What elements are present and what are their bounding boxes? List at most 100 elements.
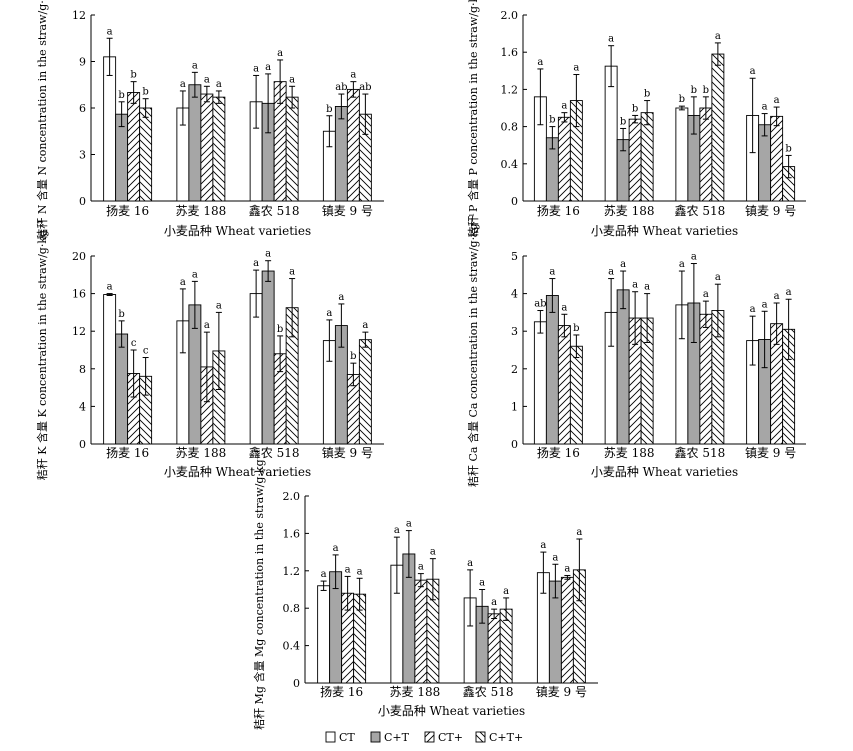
significance-letter: a [107, 282, 113, 293]
error-bar [690, 96, 697, 135]
significance-letter: a [703, 289, 709, 300]
bar-c-t-plus-4 [358, 339, 372, 445]
error-bar [429, 558, 436, 601]
significance-letter: a [204, 320, 210, 331]
legend-item-c-t-plus: C+T+ [475, 731, 523, 744]
error-bar [326, 319, 333, 362]
y-axis-title: 秸秆 Mg 含量 Mg concentration in the straw/g… [252, 449, 266, 730]
significance-letter: a [552, 552, 558, 563]
bar-c-t-1 [115, 113, 129, 202]
error-bar [537, 310, 544, 334]
error-bar [785, 298, 792, 360]
x-tick-label: 鑫农 518 [675, 445, 726, 460]
significance-letter: a [216, 300, 222, 311]
y-tick-label: 0.4 [501, 158, 519, 171]
error-bar [620, 270, 627, 310]
significance-letter: b [573, 323, 579, 334]
significance-letter: a [762, 299, 768, 310]
y-tick-label: 0.4 [283, 640, 301, 653]
x-tick-label: 扬麦 16 [106, 445, 149, 460]
error-bar [203, 331, 210, 403]
bar-ct-plus-1 [557, 325, 571, 445]
significance-letter: ab [335, 82, 347, 93]
error-bar [289, 278, 296, 338]
error-bar [552, 563, 559, 599]
error-bar [118, 320, 125, 348]
error-bar [191, 71, 198, 98]
significance-letter: a [786, 287, 792, 298]
x-tick-label: 苏麦 188 [176, 204, 227, 218]
significance-letter: a [576, 527, 582, 538]
error-bar [350, 81, 357, 98]
legend-item-ct: CT [325, 731, 355, 744]
significance-letter: b [142, 87, 148, 98]
error-bar [467, 569, 474, 627]
bar-c-t-3 [261, 270, 275, 445]
legend-swatch [475, 731, 486, 743]
y-tick-label: 8 [79, 363, 86, 376]
significance-letter: a [691, 252, 697, 263]
y-tick-label: 3 [79, 149, 86, 162]
significance-letter: a [774, 291, 780, 302]
y-tick-label: 20 [72, 250, 86, 263]
error-bar [561, 313, 568, 338]
bar-c-t-plus-1 [139, 107, 153, 202]
y-tick-label: 12 [72, 9, 86, 22]
y-tick-label: 12 [72, 325, 86, 338]
error-bar [773, 106, 780, 127]
significance-letter: a [338, 292, 344, 303]
significance-letter: b [620, 116, 626, 127]
error-bar [191, 280, 198, 329]
significance-letter: a [192, 60, 198, 71]
y-tick-label: 2.0 [501, 9, 519, 22]
error-bar [142, 357, 149, 396]
significance-letter: a [357, 566, 363, 577]
significance-letter: a [253, 63, 259, 74]
x-tick-label: 镇麦 9 号 [745, 446, 796, 460]
y-tick-label: 0.8 [283, 602, 301, 615]
significance-letter: b [785, 143, 791, 154]
legend-label: CT [339, 731, 355, 744]
significance-letter: a [265, 249, 271, 260]
significance-letter: b [679, 94, 685, 105]
significance-letter: a [265, 62, 271, 73]
significance-letter: a [715, 31, 721, 42]
x-tick-label: 苏麦 188 [604, 446, 655, 460]
error-bar [265, 73, 272, 134]
y-tick-label: 4 [79, 400, 86, 413]
legend-swatch [370, 731, 381, 743]
x-axis-title: 小麦品种 Wheat varieties [164, 224, 311, 238]
error-bar [362, 93, 369, 135]
x-tick-label: 苏麦 188 [604, 204, 655, 218]
bar-ct-plus-3 [699, 313, 713, 445]
significance-letter: a [277, 48, 283, 59]
error-bar [644, 293, 651, 343]
significance-letter: ab [534, 299, 546, 310]
bar-c-t-plus-1 [569, 345, 583, 445]
significance-letter: a [632, 280, 638, 291]
significance-letter: a [107, 26, 113, 37]
error-bar [608, 45, 615, 88]
y-tick-label: 1.6 [283, 527, 301, 540]
y-tick-label: 0 [79, 195, 86, 208]
error-bar [785, 154, 792, 179]
error-bar [215, 311, 222, 390]
error-bar [632, 114, 639, 124]
error-bar [356, 577, 363, 611]
error-bar [253, 269, 260, 318]
bar-ct-plus-3 [699, 107, 713, 202]
legend: CT C+T CT+ C+T+ [325, 731, 523, 744]
significance-letter: a [345, 564, 351, 575]
significance-letter: a [216, 79, 222, 90]
significance-letter: a [333, 543, 339, 554]
significance-letter: c [131, 338, 137, 349]
error-bar [118, 101, 125, 128]
error-bar [620, 127, 627, 152]
error-bar [564, 574, 571, 580]
error-bar [714, 42, 721, 66]
bar-ct-1 [103, 56, 117, 202]
bar-c-t-2 [188, 84, 202, 202]
error-bar [549, 278, 556, 313]
